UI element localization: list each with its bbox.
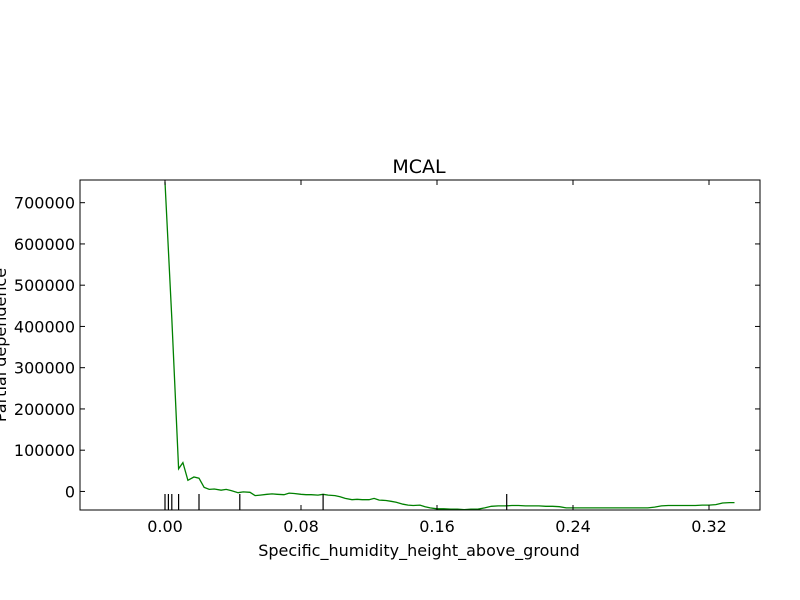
x-tick-label: 0.32	[691, 517, 727, 536]
y-tick-label: 300000	[14, 359, 75, 378]
y-axis-ticks: 0 100000 200000 300000 400000 500000 600000 700…	[14, 194, 760, 501]
x-axis-label: Specific_humidity_height_above_ground	[258, 541, 580, 561]
plot-area	[80, 180, 760, 510]
y-tick-label: 600000	[14, 235, 75, 254]
x-tick-label: 0.16	[419, 517, 455, 536]
plot-frame	[79, 179, 761, 511]
y-axis-label: Partial dependence	[0, 268, 10, 422]
x-axis-ticks: 0.00 0.08 0.16 0.24 0.32	[147, 180, 727, 536]
y-tick-label: 100000	[14, 441, 75, 460]
y-tick-label: 200000	[14, 400, 75, 419]
x-tick-label: 0.24	[555, 517, 591, 536]
y-tick-label: 500000	[14, 276, 75, 295]
chart-title: MCAL	[392, 156, 446, 178]
x-tick-label: 0.00	[147, 517, 183, 536]
y-tick-label: 400000	[14, 317, 75, 336]
series-line	[164, 182, 735, 511]
x-tick-label: 0.08	[283, 517, 319, 536]
y-tick-label: 700000	[14, 194, 75, 213]
y-tick-label: 0	[65, 482, 75, 501]
